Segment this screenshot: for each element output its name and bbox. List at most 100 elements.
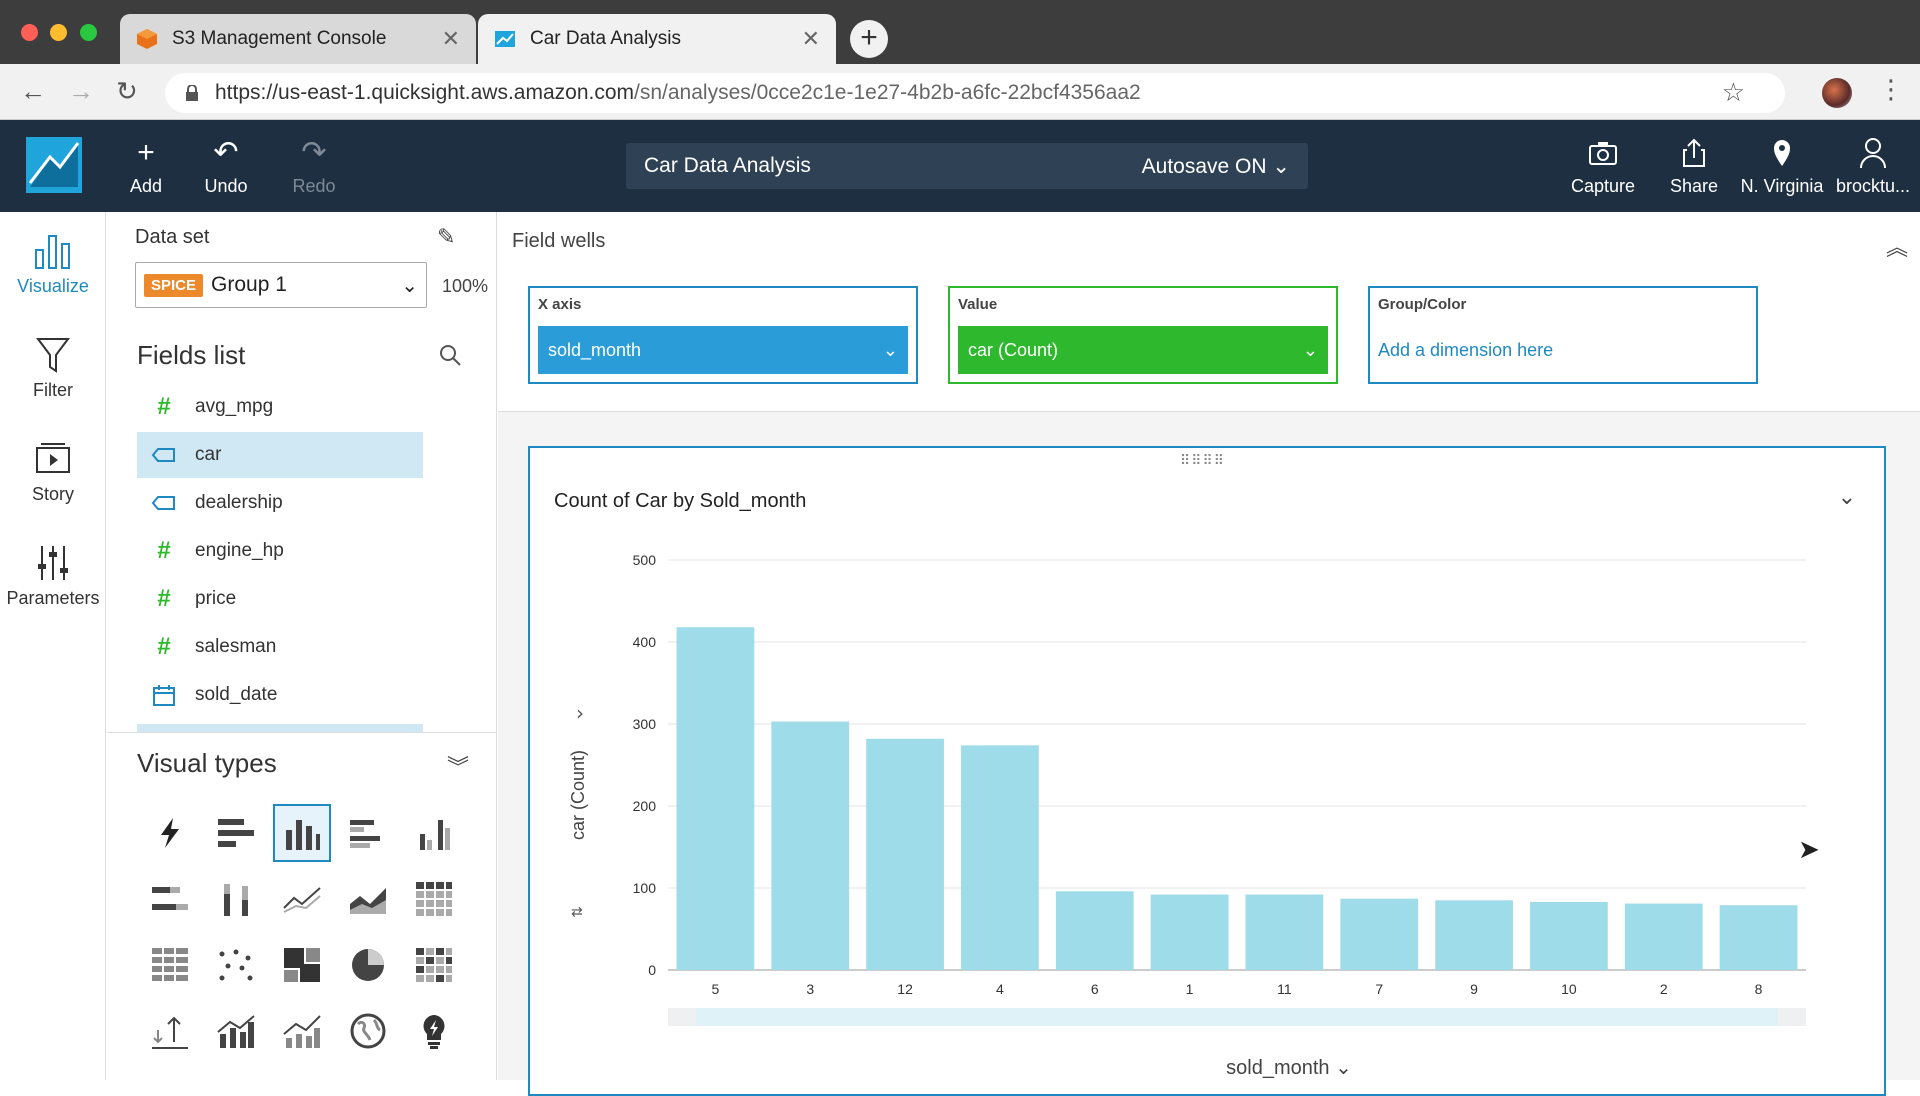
- undo-button[interactable]: ↶ Undo: [200, 136, 252, 197]
- visual-type-clustered-column[interactable]: [405, 804, 463, 862]
- tab-title: S3 Management Console: [172, 28, 387, 49]
- double-chevron-down-icon[interactable]: ︾: [447, 755, 470, 780]
- quicksight-icon: [495, 31, 515, 47]
- visual-type-combo-stacked[interactable]: [273, 1002, 331, 1060]
- bar: [1340, 898, 1419, 970]
- bookmark-star-icon[interactable]: ☆: [1721, 77, 1745, 107]
- x-axis-field-pill[interactable]: sold_month ⌄: [538, 326, 908, 374]
- back-icon[interactable]: ←: [20, 76, 46, 106]
- dataset-select[interactable]: SPICE Group 1 ⌄: [135, 262, 427, 308]
- autosave-toggle[interactable]: Autosave ON ⌄: [1141, 154, 1290, 178]
- x-axis-label: sold_month ⌄: [1226, 1057, 1352, 1079]
- x-tick-label: 11: [1277, 981, 1292, 997]
- tab-title: Car Data Analysis: [530, 28, 682, 49]
- profile-avatar[interactable]: [1822, 78, 1852, 108]
- value-field-pill[interactable]: car (Count) ⌄: [958, 326, 1328, 374]
- search-icon[interactable]: [437, 342, 463, 368]
- story-icon: [36, 443, 70, 473]
- stacked-column-icon: [224, 884, 248, 916]
- url-path: /sn/analyses/0cce2c1e-1e27-4b2b-a6fc-22b…: [634, 81, 1141, 104]
- visual-type-pivot-table[interactable]: [405, 870, 463, 928]
- visual-type-heat-map[interactable]: [405, 936, 463, 994]
- fields-list-scroll-fade: [137, 724, 423, 732]
- visual-type-stacked-bar[interactable]: [141, 870, 199, 928]
- rail-visualize[interactable]: Visualize: [0, 232, 106, 297]
- address-bar[interactable]: https://us-east-1.quicksight.aws.amazon.…: [165, 73, 1785, 113]
- browser-menu-icon[interactable]: ⋮: [1878, 74, 1904, 104]
- visual-type-scatter[interactable]: [207, 936, 265, 994]
- x-tick-label: 10: [1561, 981, 1577, 997]
- chevron-down-icon: ⌄: [1272, 154, 1290, 178]
- visual-type-area[interactable]: [339, 870, 397, 928]
- horizontal-bar-icon: [218, 819, 254, 847]
- field-item[interactable]: # salesman: [137, 624, 423, 670]
- visual-type-combo-bar-line[interactable]: [207, 1002, 265, 1060]
- add-button[interactable]: + Add: [118, 136, 174, 197]
- x-tick-label: 3: [806, 981, 814, 997]
- field-name: salesman: [195, 636, 277, 657]
- chevron-down-icon[interactable]: ⌄: [1302, 339, 1318, 360]
- kpi-arrow-icon: [152, 1016, 188, 1049]
- field-item[interactable]: dealership: [137, 480, 423, 526]
- visual-type-geospatial[interactable]: [339, 1002, 397, 1060]
- new-tab-button[interactable]: +: [850, 20, 888, 58]
- capture-label: Capture: [1570, 176, 1636, 196]
- region-button[interactable]: N. Virginia: [1740, 136, 1824, 197]
- visual-type-stacked-column[interactable]: [207, 870, 265, 928]
- user-menu-button[interactable]: brocktu...: [1832, 136, 1914, 197]
- value-well[interactable]: Value car (Count) ⌄: [948, 286, 1338, 384]
- visual-type-table[interactable]: [141, 936, 199, 994]
- bar: [676, 627, 755, 970]
- browser-tab-s3[interactable]: S3 Management Console ✕: [120, 14, 476, 64]
- rail-story-label: Story: [31, 484, 74, 504]
- analysis-title-box[interactable]: Car Data Analysis Autosave ON ⌄: [626, 143, 1308, 189]
- field-item[interactable]: sold_date: [137, 672, 423, 718]
- region-label: N. Virginia: [1740, 176, 1824, 196]
- rail-filter[interactable]: Filter: [0, 336, 106, 401]
- x-axis-well[interactable]: X axis sold_month ⌄: [528, 286, 918, 384]
- bar: [1055, 891, 1134, 970]
- browser-tab-quicksight[interactable]: Car Data Analysis ✕: [478, 14, 836, 64]
- field-item[interactable]: # avg_mpg: [137, 384, 423, 430]
- rail-story[interactable]: Story: [0, 440, 106, 505]
- visual-type-tree-map[interactable]: [273, 936, 331, 994]
- chevron-down-icon[interactable]: ⌄: [882, 339, 898, 360]
- visual-type-clustered-bar[interactable]: [339, 804, 397, 862]
- field-item[interactable]: # price: [137, 576, 423, 622]
- add-dimension-placeholder[interactable]: Add a dimension here: [1378, 340, 1554, 360]
- close-tab-icon[interactable]: ✕: [441, 26, 460, 51]
- bar: [1435, 900, 1513, 970]
- quicksight-logo[interactable]: [26, 137, 82, 193]
- visual-type-insight[interactable]: [405, 1002, 463, 1060]
- close-window-button[interactable]: [21, 24, 38, 41]
- reload-icon[interactable]: ↻: [116, 76, 138, 106]
- chevron-down-icon[interactable]: ⌄: [1837, 484, 1856, 509]
- rail-filter-label: Filter: [33, 380, 73, 400]
- sort-icon: ⇅: [570, 906, 586, 918]
- tree-map-icon: [284, 948, 320, 982]
- capture-button[interactable]: Capture: [1566, 136, 1640, 197]
- field-item[interactable]: car: [137, 432, 423, 478]
- maximize-window-button[interactable]: [80, 24, 97, 41]
- calendar-icon: [153, 685, 175, 706]
- close-tab-icon[interactable]: ✕: [801, 26, 820, 51]
- field-name: sold_date: [195, 684, 278, 705]
- visual-type-vertical-bar[interactable]: [273, 804, 331, 862]
- visual-type-pie[interactable]: [339, 936, 397, 994]
- visual-type-line[interactable]: [273, 870, 331, 928]
- visual-type-autograph[interactable]: [141, 804, 199, 862]
- redo-button[interactable]: ↷ Redo: [288, 136, 340, 197]
- group-color-well[interactable]: Group/Color Add a dimension here: [1368, 286, 1758, 384]
- pencil-icon[interactable]: ✎: [437, 224, 456, 249]
- rail-parameters[interactable]: Parameters: [0, 544, 106, 609]
- drag-handle-icon[interactable]: ⠿⠿⠿⠿: [1180, 452, 1226, 468]
- share-button[interactable]: Share: [1666, 136, 1722, 197]
- visual-card[interactable]: ⠿⠿⠿⠿ Count of Car by Sold_month ⌄ 0 100 20…: [528, 446, 1886, 1096]
- visual-type-kpi[interactable]: [141, 1002, 199, 1060]
- x-tick-label: 6: [1091, 981, 1099, 997]
- double-chevron-up-icon[interactable]: ︽: [1885, 235, 1908, 260]
- visual-type-horizontal-bar[interactable]: [207, 804, 265, 862]
- field-item[interactable]: # engine_hp: [137, 528, 423, 574]
- forward-icon[interactable]: →: [68, 76, 94, 106]
- minimize-window-button[interactable]: [50, 24, 67, 41]
